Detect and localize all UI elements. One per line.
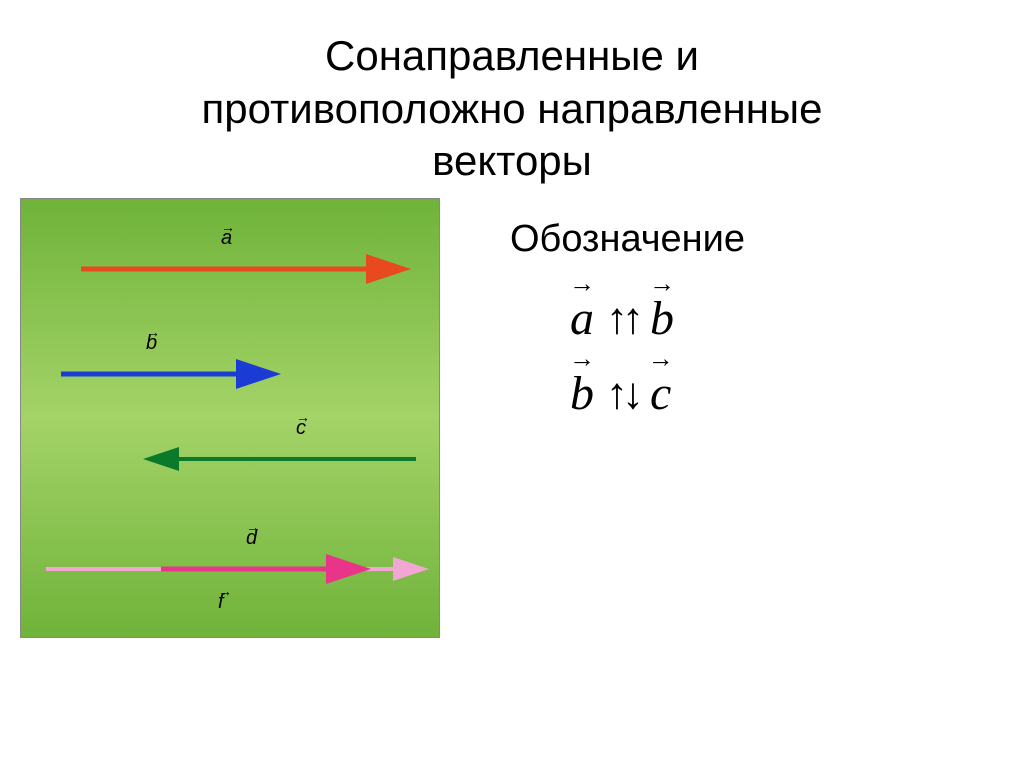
- content-area: → a → b → c → d → f Обозначение a ↑↑ b b…: [0, 198, 1024, 638]
- label-a: → a: [221, 227, 232, 250]
- vector-arrow-icon: →: [246, 519, 257, 535]
- opposite-directional-icon: ↑↓: [606, 368, 638, 419]
- title-line-2: противоположно направленные: [202, 85, 823, 132]
- title-line-1: Сонаправленные и: [325, 32, 699, 79]
- notation1-right: b: [650, 291, 674, 346]
- vector-arrow-icon: →: [218, 583, 224, 599]
- notation-subtitle: Обозначение: [510, 218, 1024, 261]
- label-d: → d: [246, 527, 257, 550]
- notation2-left: b: [570, 366, 594, 421]
- diagram-svg: [21, 199, 441, 639]
- vector-arrow-icon: →: [296, 409, 306, 425]
- notation-panel: Обозначение a ↑↑ b b ↑↓ c: [440, 198, 1024, 638]
- notation-line-2: b ↑↓ c: [570, 366, 1024, 421]
- label-b: → b: [146, 332, 157, 355]
- vector-arrow-icon: →: [146, 324, 157, 340]
- page-title: Сонаправленные и противоположно направле…: [0, 0, 1024, 188]
- title-line-3: векторы: [432, 137, 592, 184]
- vector-diagram: → a → b → c → d → f: [20, 198, 440, 638]
- label-c: → c: [296, 417, 306, 440]
- label-f: → f: [218, 591, 224, 614]
- notation1-left: a: [570, 291, 594, 346]
- vector-arrow-icon: →: [221, 219, 232, 235]
- notation-line-1: a ↑↑ b: [570, 291, 1024, 346]
- codirectional-icon: ↑↑: [606, 293, 638, 344]
- notation2-right: c: [650, 366, 671, 421]
